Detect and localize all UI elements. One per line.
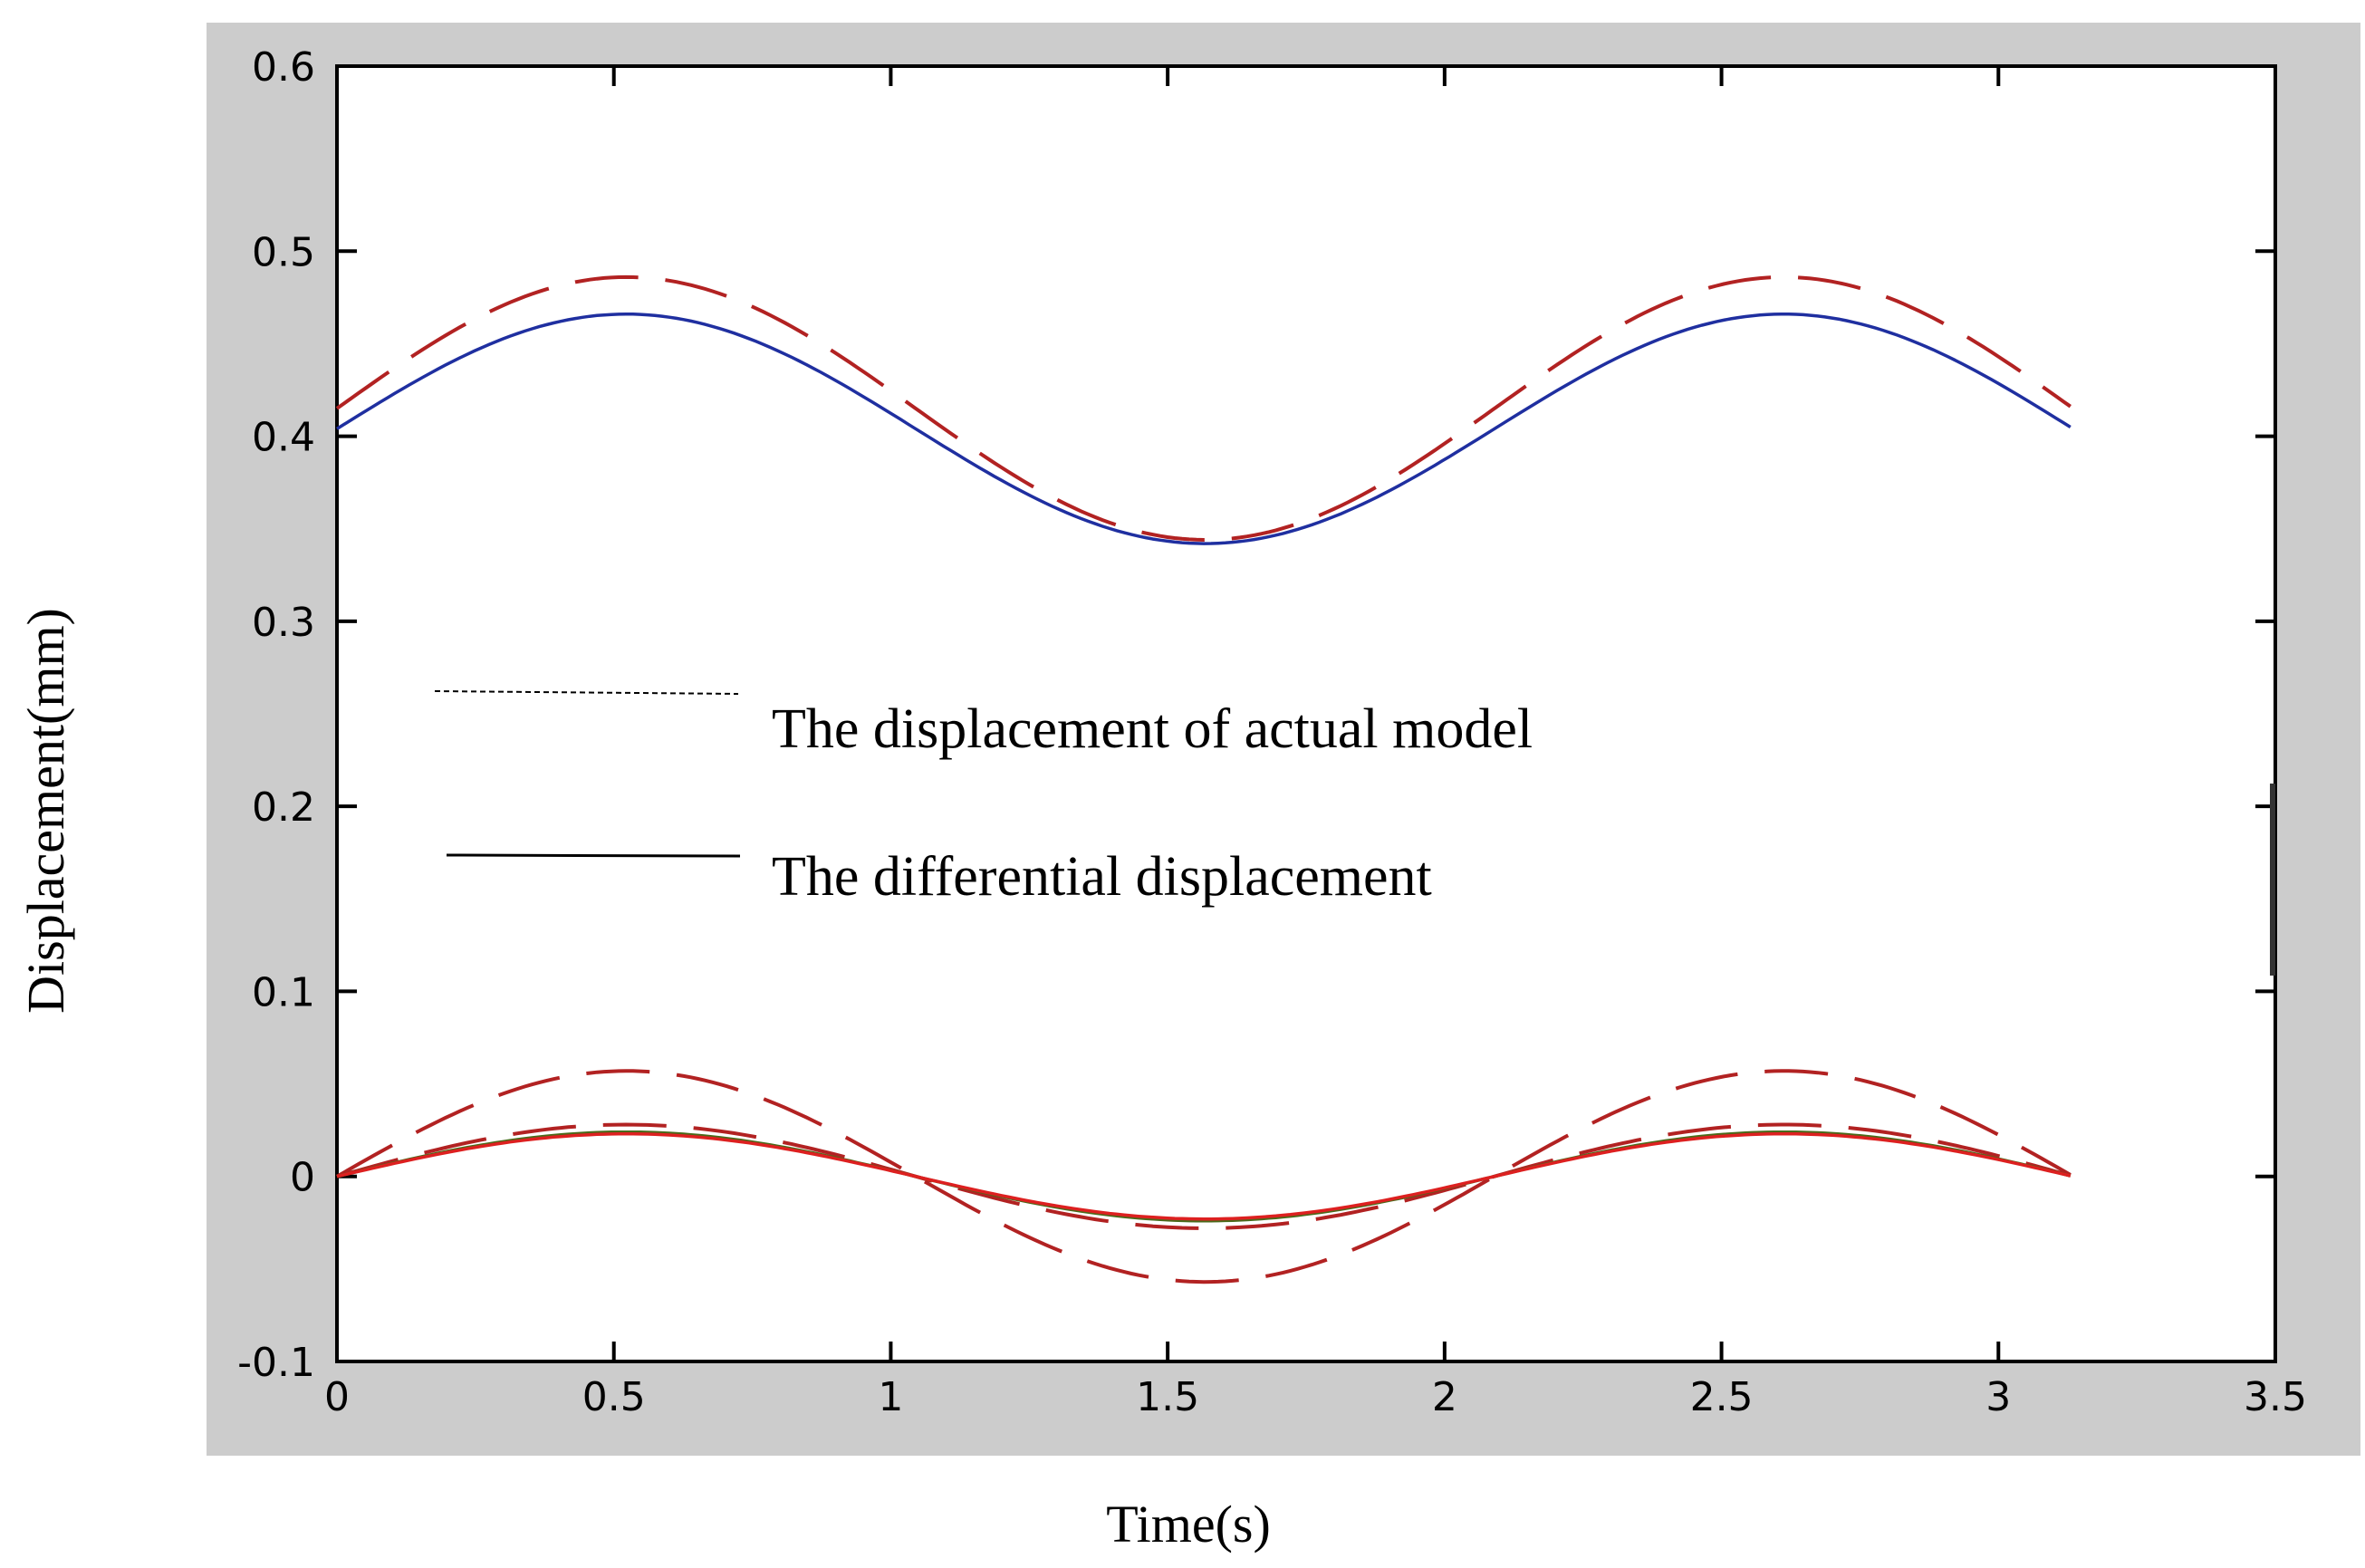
legend: The displacement of actual model The dif… [434, 690, 1533, 908]
x-tick-label: 0.5 [582, 1374, 646, 1420]
y-axis-title: Displacement(mm) [16, 608, 75, 1014]
series-line-4 [336, 1130, 2072, 1223]
x-tick-label: 1.5 [1136, 1374, 1199, 1420]
y-tick-label: 0.2 [252, 784, 315, 831]
y-tick-label: 0.5 [252, 229, 315, 275]
x-tick-label: 2 [1432, 1374, 1457, 1420]
legend-label-differential: The differential displacement [772, 846, 1432, 908]
series-line-0 [335, 274, 2072, 543]
series-line-2 [336, 1069, 2072, 1284]
x-axis-title: Time(s) [1106, 1495, 1271, 1554]
legend-label-actual-model: The displacement of actual model [772, 698, 1533, 760]
right-edge-mark [2270, 784, 2275, 976]
y-tick-label: 0 [290, 1155, 315, 1201]
legend-dashed-sample [434, 690, 739, 695]
x-tick-label: 0 [324, 1374, 350, 1420]
y-tick-label: 0.3 [252, 600, 315, 646]
x-tick-label: 3.5 [2244, 1374, 2307, 1420]
x-tick-label: 2.5 [1690, 1374, 1754, 1420]
series-line-5 [336, 1131, 2072, 1221]
series-line-1 [336, 312, 2072, 545]
series-group [335, 274, 2072, 1284]
x-tick-label: 1 [878, 1374, 903, 1420]
y-tick-label: 0.4 [252, 415, 315, 461]
y-tick-label: 0.6 [252, 44, 315, 91]
legend-solid-sample [446, 853, 741, 858]
x-tick-label: 3 [1985, 1374, 2011, 1420]
series-line-3 [336, 1122, 2072, 1230]
y-tick-label: 0.1 [252, 969, 315, 1015]
y-tick-label: -0.1 [237, 1340, 315, 1386]
axis-ticks: 0 0.5 1 1.5 2 2.5 3 3.5-0.100.10.20.30.40.50.6 [237, 44, 2307, 1420]
